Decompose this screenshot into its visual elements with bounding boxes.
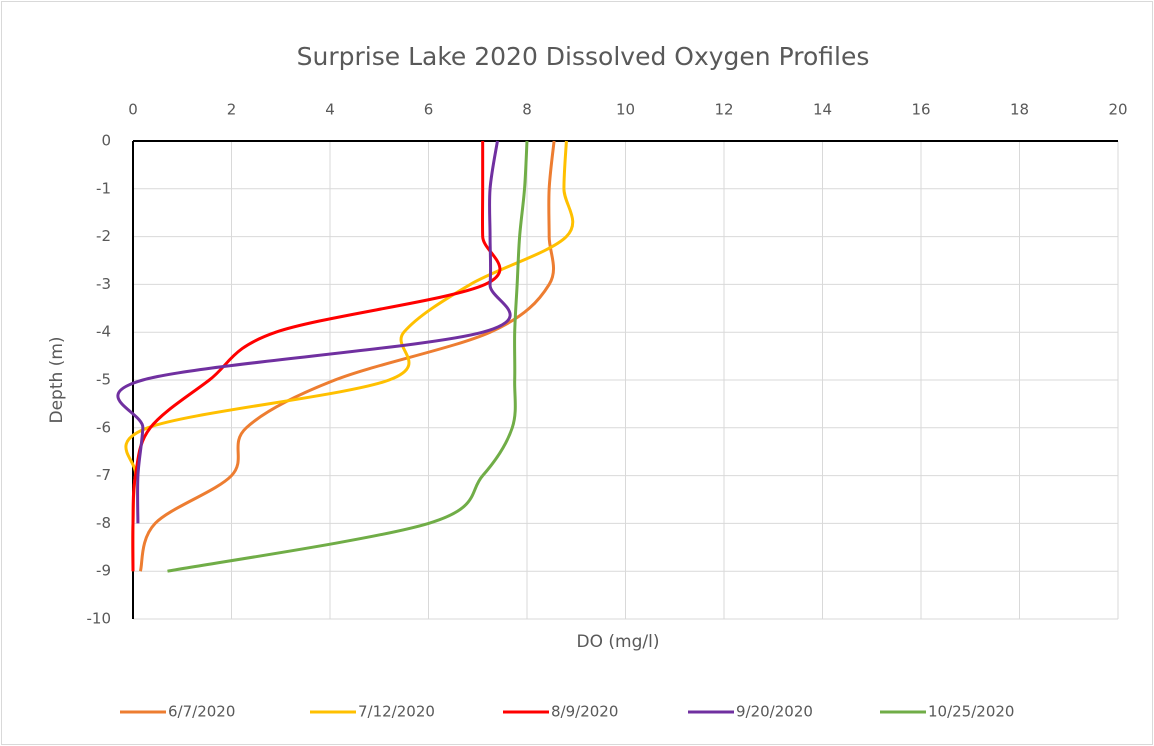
- chart-title: Surprise Lake 2020 Dissolved Oxygen Prof…: [297, 42, 870, 71]
- x-tick-label: 6: [424, 101, 434, 119]
- y-tick-label: -9: [96, 562, 111, 580]
- x-tick-label: 20: [1108, 101, 1127, 119]
- legend-label: 6/7/2020: [168, 703, 235, 721]
- series-line: [116, 140, 512, 524]
- x-tick-label: 4: [325, 101, 335, 119]
- y-axis-title: Depth (m): [47, 336, 67, 423]
- x-tick-label: 10: [616, 101, 635, 119]
- x-tick-label: 12: [714, 101, 733, 119]
- y-tick-label: -4: [96, 323, 111, 341]
- x-tick-label: 14: [813, 101, 832, 119]
- x-axis-title: DO (mg/l): [577, 632, 660, 652]
- y-tick-label: -7: [96, 466, 111, 484]
- y-tick-label: -5: [96, 371, 111, 389]
- x-tick-label: 8: [522, 101, 532, 119]
- y-tick-label: -10: [87, 610, 112, 628]
- series-line: [138, 140, 556, 572]
- y-tick-label: -8: [96, 514, 111, 532]
- series-line: [131, 141, 502, 572]
- x-tick-label: 16: [911, 101, 930, 119]
- y-tick-label: -1: [96, 179, 111, 197]
- x-tick-label: 18: [1010, 101, 1029, 119]
- legend-label: 8/9/2020: [551, 703, 618, 721]
- series-line: [167, 140, 529, 573]
- legend-label: 10/25/2020: [928, 703, 1014, 721]
- y-tick-label: -3: [96, 275, 111, 293]
- x-tick-label: 2: [227, 101, 237, 119]
- legend-label: 7/12/2020: [358, 703, 435, 721]
- y-tick-label: -6: [96, 418, 111, 436]
- y-tick-label: 0: [101, 132, 111, 150]
- y-tick-label: -2: [96, 227, 111, 245]
- x-tick-label: 0: [128, 101, 138, 119]
- legend-label: 9/20/2020: [736, 703, 813, 721]
